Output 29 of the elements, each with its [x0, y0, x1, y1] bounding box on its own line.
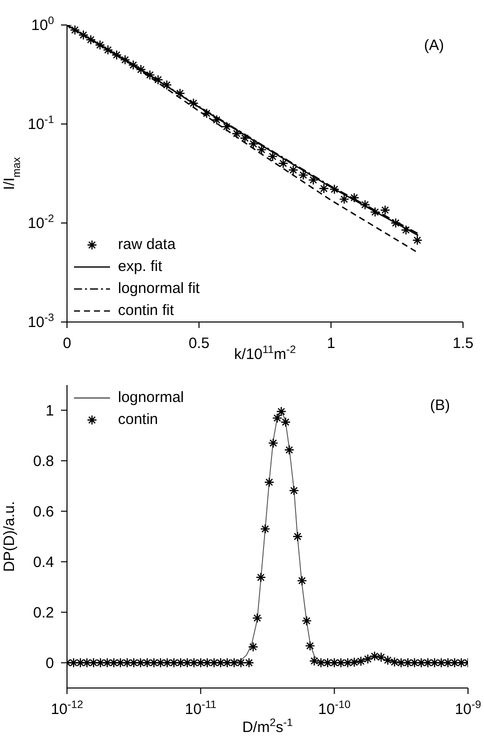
- x-tick-label: 10$^{-10}$: [318, 699, 350, 718]
- y-tick-label: 1: [46, 402, 54, 420]
- y-tick-label: 0: [46, 654, 54, 672]
- y-tick-label: 0.2: [33, 604, 54, 622]
- legend-label: lognormal: [118, 388, 184, 408]
- annotation: (B): [430, 397, 450, 414]
- y-axis-title: DP(D)/a.u.: [1, 501, 18, 572]
- x-tick-label: 1.5: [452, 335, 474, 352]
- x-tick-label: 10$^{-12}$: [50, 699, 84, 718]
- legend-label: contin fit: [118, 301, 174, 321]
- y-tick-label: 0.6: [33, 503, 54, 520]
- y-tick-label: 10$^{-1}$: [28, 114, 54, 133]
- x-tick-label: 0: [62, 335, 72, 352]
- y-tick-label: 0.4: [33, 554, 54, 571]
- x-axis-title: k/10$^{11}$m$^{-2}$: [234, 344, 296, 363]
- y-tick-label: 10$^{0}$: [31, 15, 54, 34]
- y-tick-label: 10$^{-2}$: [28, 213, 54, 232]
- legend-label: lognormal fit: [118, 279, 200, 299]
- x-tick-label: 10$^{-11}$: [184, 699, 216, 718]
- x-tick-label: 1: [326, 335, 336, 352]
- x-tick-label: 0.5: [188, 335, 210, 352]
- x-axis-title: D/m$^{2}$s$^{-1}$: [242, 717, 293, 736]
- y-tick-label: 0.8: [33, 452, 54, 470]
- legend-label: raw data: [118, 235, 176, 255]
- y-tick-label: 10$^{-3}$: [28, 312, 54, 331]
- annotation: (A): [424, 37, 444, 54]
- x-tick-label: 10$^{-9}$: [454, 699, 482, 718]
- legend-label: contin: [118, 410, 158, 430]
- legend-label: exp. fit: [118, 257, 162, 277]
